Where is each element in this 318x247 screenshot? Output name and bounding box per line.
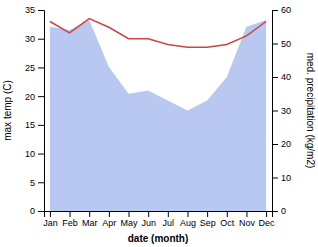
tick-label: 20 — [281, 139, 291, 149]
tick-label: Feb — [62, 218, 78, 228]
tick-mark — [272, 77, 278, 78]
area — [50, 20, 266, 211]
tick: Mar — [82, 211, 98, 228]
tick: 10 — [25, 149, 44, 159]
tick: Jun — [141, 211, 156, 228]
tick: 0 — [30, 206, 44, 216]
y-axis-title: max temp (C) — [2, 80, 13, 141]
tick-label: 0 — [30, 206, 35, 216]
tick-label: 10 — [25, 149, 35, 159]
tick-mark — [38, 154, 44, 155]
tick: Feb — [62, 211, 78, 228]
tick: May — [121, 211, 139, 228]
tick-mark — [89, 211, 90, 217]
tick-label: Dec — [259, 218, 276, 228]
tick-label: 10 — [281, 173, 291, 183]
line — [50, 19, 266, 48]
tick: 40 — [272, 72, 291, 82]
tick: Aug — [180, 211, 196, 228]
tick: 10 — [272, 173, 291, 183]
tick-label: 35 — [25, 5, 35, 15]
tick: 30 — [272, 106, 291, 116]
tick-label: 30 — [281, 106, 291, 116]
tick-label: 30 — [25, 34, 35, 44]
tick: Oct — [220, 211, 235, 228]
tick-label: Aug — [180, 218, 196, 228]
tick-mark — [187, 211, 188, 217]
tick-label: 5 — [30, 178, 35, 188]
axis-line — [273, 11, 279, 212]
plot-area: Jan Feb Mar Apr MayJun Jul Aug Sep Oct NovDec 0 5 10… — [25, 5, 291, 228]
tick: 50 — [272, 39, 291, 49]
tick-label: 20 — [25, 92, 35, 102]
tick-label: May — [121, 218, 139, 228]
tick-mark — [50, 211, 51, 217]
tick-mark — [272, 144, 278, 145]
tick: Sep — [200, 211, 216, 228]
tick-label: Sep — [200, 218, 216, 228]
tick-mark — [109, 211, 110, 217]
tick-mark — [246, 211, 247, 217]
tick: Dec — [259, 211, 276, 228]
tick-mark — [38, 125, 44, 126]
y2-axis-title: med. precipitation (kg/m2) — [305, 53, 316, 169]
tick-mark — [70, 211, 71, 217]
tick-mark — [38, 39, 44, 40]
tick-label: Jan — [43, 218, 58, 228]
tick-label: 60 — [281, 5, 291, 15]
y-axis: 0 5 10 15 20 25 30 35 — [25, 5, 45, 216]
tick: Jan — [43, 211, 58, 228]
tick-mark — [272, 111, 278, 112]
x-axis: Jan Feb Mar Apr MayJun Jul Aug Sep Oct NovDec — [43, 211, 275, 228]
tick: 15 — [25, 120, 44, 130]
tick-mark — [38, 96, 44, 97]
tick-mark — [168, 211, 169, 217]
tick-label: 15 — [25, 120, 35, 130]
tick: 0 — [272, 206, 286, 216]
tick: Jul — [163, 211, 175, 228]
tick: 30 — [25, 34, 44, 44]
tick: 20 — [272, 139, 291, 149]
tick: 20 — [25, 92, 44, 102]
tick: 35 — [25, 5, 44, 15]
chart: Jan Feb Mar Apr MayJun Jul Aug Sep Oct NovDec 0 5 10… — [0, 0, 318, 247]
tick-label: Jun — [141, 218, 156, 228]
tick: Nov — [239, 211, 256, 228]
tick-label: Oct — [220, 218, 235, 228]
tick-label: Apr — [102, 218, 116, 228]
tick-mark — [266, 211, 267, 217]
tick-label: 50 — [281, 39, 291, 49]
tick-mark — [272, 44, 278, 45]
tick-mark — [38, 182, 44, 183]
tick-mark — [38, 67, 44, 68]
tick-label: Mar — [82, 218, 98, 228]
axis-line — [45, 212, 273, 218]
tick-mark — [272, 211, 278, 212]
tick-mark — [38, 10, 44, 11]
tick: Apr — [102, 211, 116, 228]
tick-mark — [272, 178, 278, 179]
x-axis-title: date (month) — [128, 233, 189, 244]
tick-label: 40 — [281, 72, 291, 82]
tick-label: 25 — [25, 63, 35, 73]
tick-mark — [227, 211, 228, 217]
tick-mark — [38, 211, 44, 212]
tick-label: Nov — [239, 218, 256, 228]
marks — [50, 19, 266, 211]
y2-axis: 0 10 20 30 40 50 60 — [272, 5, 291, 216]
tick-label: 0 — [281, 206, 286, 216]
tick-mark — [272, 10, 278, 11]
tick-mark — [207, 211, 208, 217]
tick-mark — [129, 211, 130, 217]
tick-label: Jul — [163, 218, 175, 228]
tick: 5 — [30, 178, 44, 188]
tick-mark — [148, 211, 149, 217]
tick: 60 — [272, 5, 291, 15]
axis-line — [38, 11, 45, 212]
tick: 25 — [25, 63, 44, 73]
